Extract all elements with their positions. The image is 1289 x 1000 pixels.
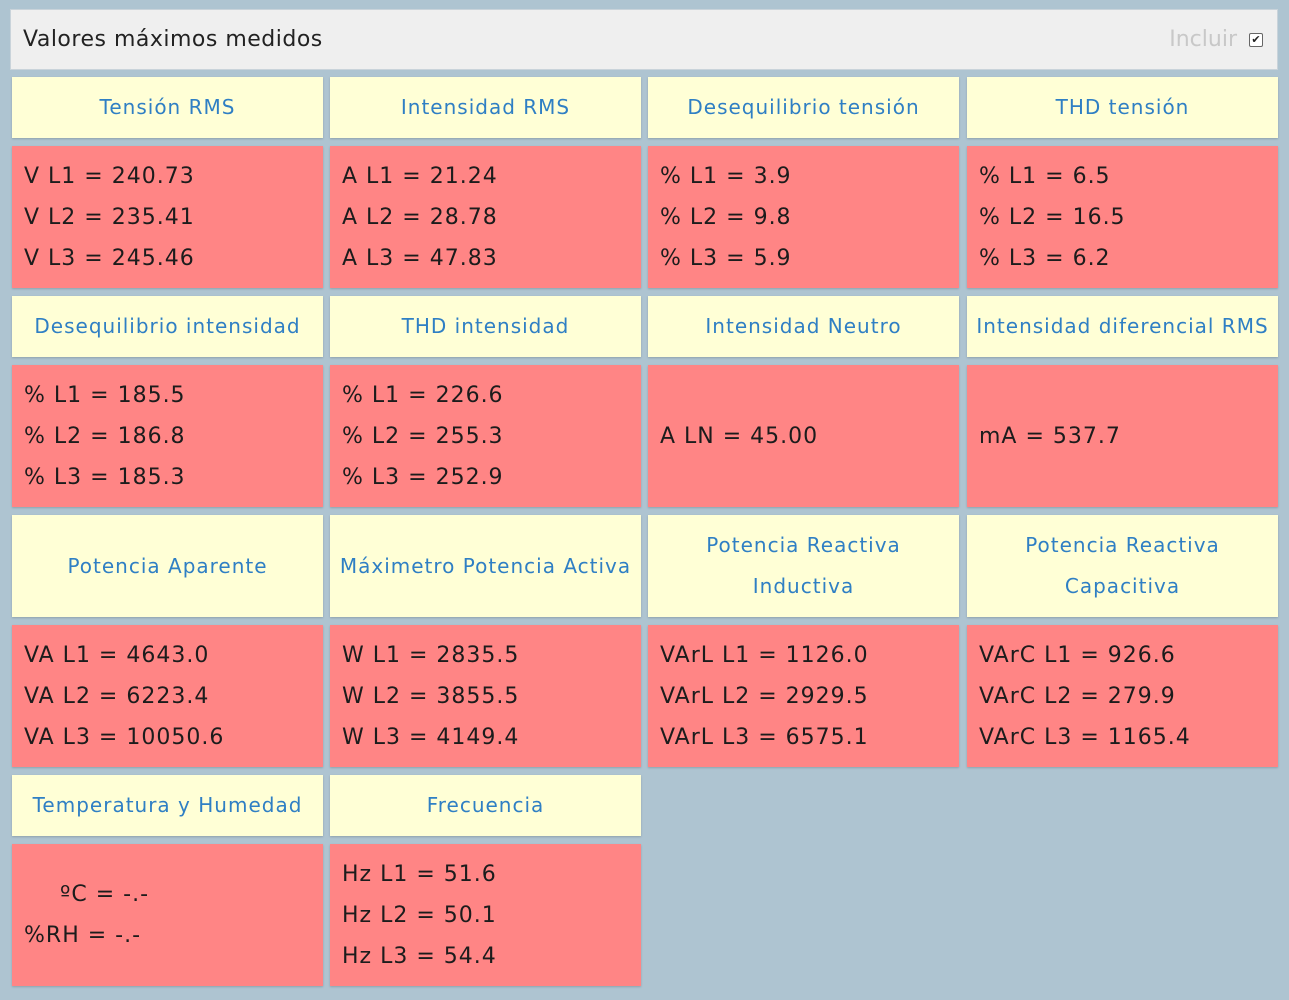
card-title-intensidad-rms: Intensidad RMS <box>330 77 641 138</box>
value-line: VA L2 = 6223.4 <box>24 683 210 709</box>
value-line: Hz L1 = 51.6 <box>342 861 497 887</box>
card-title-thd-tension: THD tensión <box>967 77 1278 138</box>
value-line: Hz L3 = 54.4 <box>342 943 497 969</box>
value-line: mA = 537.7 <box>979 423 1121 449</box>
card-values-potencia-reactiva-capacitiva: VArC L1 = 926.6 VArC L2 = 279.9 VArC L3 … <box>967 625 1278 767</box>
value-line: V L2 = 235.41 <box>24 204 195 230</box>
value-line: % L2 = 9.8 <box>660 204 792 230</box>
card-values-tension-rms: V L1 = 240.73 V L2 = 235.41 V L3 = 245.4… <box>12 146 323 288</box>
card-values-intensidad-diferencial-rms: mA = 537.7 <box>967 365 1278 507</box>
card-values-desequilibrio-intensidad: % L1 = 185.5 % L2 = 186.8 % L3 = 185.3 <box>12 365 323 507</box>
card-title-tension-rms: Tensión RMS <box>12 77 323 138</box>
value-line: W L3 = 4149.4 <box>342 724 520 750</box>
card-title-temperatura-humedad: Temperatura y Humedad <box>12 775 323 836</box>
card-title-maximetro-potencia-activa: Máximetro Potencia Activa <box>330 515 641 617</box>
card-title-frecuencia: Frecuencia <box>330 775 641 836</box>
value-line: % L2 = 16.5 <box>979 204 1126 230</box>
value-line: VArC L1 = 926.6 <box>979 642 1176 668</box>
card-title-potencia-aparente: Potencia Aparente <box>12 515 323 617</box>
card-title-intensidad-neutro: Intensidad Neutro <box>648 296 959 357</box>
value-line: W L2 = 3855.5 <box>342 683 520 709</box>
card-values-desequilibrio-tension: % L1 = 3.9 % L2 = 9.8 % L3 = 5.9 <box>648 146 959 288</box>
include-checkbox[interactable]: ✔ <box>1249 33 1263 47</box>
card-values-thd-intensidad: % L1 = 226.6 % L2 = 255.3 % L3 = 252.9 <box>330 365 641 507</box>
value-line: % L1 = 185.5 <box>24 382 186 408</box>
card-values-thd-tension: % L1 = 6.5 % L2 = 16.5 % L3 = 6.2 <box>967 146 1278 288</box>
value-line: A L1 = 21.24 <box>342 163 498 189</box>
value-line: Hz L2 = 50.1 <box>342 902 497 928</box>
card-values-frecuencia: Hz L1 = 51.6 Hz L2 = 50.1 Hz L3 = 54.4 <box>330 844 641 986</box>
value-line: VArC L2 = 279.9 <box>979 683 1176 709</box>
card-title-desequilibrio-tension: Desequilibrio tensión <box>648 77 959 138</box>
value-line: A L2 = 28.78 <box>342 204 498 230</box>
value-line: V L3 = 245.46 <box>24 245 195 271</box>
value-line: %RH = -.- <box>24 923 142 948</box>
card-title-potencia-reactiva-capacitiva: Potencia Reactiva Capacitiva <box>967 515 1278 617</box>
value-line: VArL L3 = 6575.1 <box>660 724 869 750</box>
value-line: % L3 = 6.2 <box>979 245 1111 271</box>
card-title-desequilibrio-intensidad: Desequilibrio intensidad <box>12 296 323 357</box>
value-line: % L3 = 185.3 <box>24 464 186 490</box>
include-label: Incluir <box>1169 27 1237 52</box>
value-line: V L1 = 240.73 <box>24 163 195 189</box>
card-values-potencia-reactiva-inductiva: VArL L1 = 1126.0 VArL L2 = 2929.5 VArL L… <box>648 625 959 767</box>
value-line: VA L1 = 4643.0 <box>24 642 210 668</box>
card-values-temperatura-humedad: ºC = -.- %RH = -.- <box>12 844 323 986</box>
value-line: VArL L2 = 2929.5 <box>660 683 869 709</box>
value-line: VArL L1 = 1126.0 <box>660 642 869 668</box>
value-line: ºC = -.- <box>60 882 150 907</box>
value-line: W L1 = 2835.5 <box>342 642 520 668</box>
value-line: % L1 = 6.5 <box>979 163 1111 189</box>
card-values-potencia-aparente: VA L1 = 4643.0 VA L2 = 6223.4 VA L3 = 10… <box>12 625 323 767</box>
value-line: % L2 = 255.3 <box>342 423 504 449</box>
value-line: A L3 = 47.83 <box>342 245 498 271</box>
value-line: % L1 = 3.9 <box>660 163 792 189</box>
card-title-potencia-reactiva-inductiva: Potencia Reactiva Inductiva <box>648 515 959 617</box>
value-line: % L3 = 5.9 <box>660 245 792 271</box>
value-line: % L2 = 186.8 <box>24 423 186 449</box>
value-line: A LN = 45.00 <box>660 423 819 449</box>
value-line: % L1 = 226.6 <box>342 382 504 408</box>
value-line: VA L3 = 10050.6 <box>24 724 225 750</box>
card-values-intensidad-neutro: A LN = 45.00 <box>648 365 959 507</box>
card-title-intensidad-diferencial-rms: Intensidad diferencial RMS <box>967 296 1278 357</box>
panel-title: Valores máximos medidos <box>23 27 323 52</box>
value-line: % L3 = 252.9 <box>342 464 504 490</box>
card-title-thd-intensidad: THD intensidad <box>330 296 641 357</box>
card-values-maximetro-potencia-activa: W L1 = 2835.5 W L2 = 3855.5 W L3 = 4149.… <box>330 625 641 767</box>
card-values-intensidad-rms: A L1 = 21.24 A L2 = 28.78 A L3 = 47.83 <box>330 146 641 288</box>
value-line: VArC L3 = 1165.4 <box>979 724 1191 750</box>
panel-header: Valores máximos medidos Incluir ✔ <box>10 9 1278 70</box>
